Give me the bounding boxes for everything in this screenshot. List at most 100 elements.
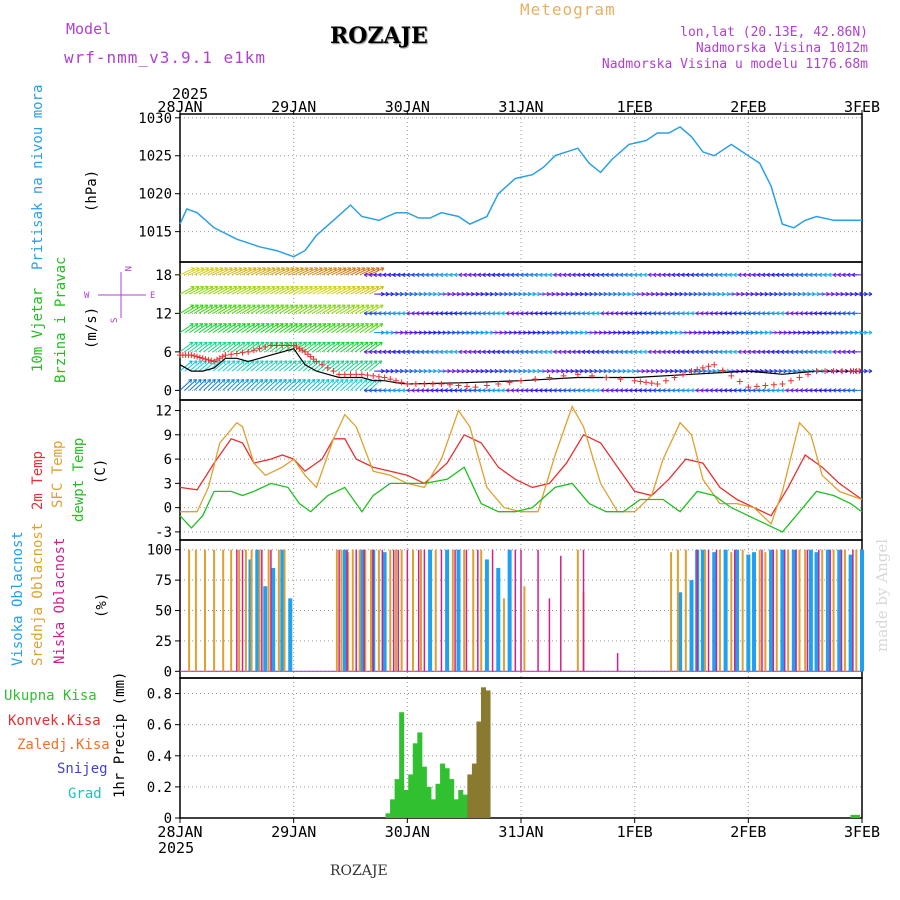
elevation-text: Nadmorska Visina 1012m	[695, 41, 868, 56]
precip-legend-frz: Zaledj.Kisa	[17, 737, 110, 753]
wind-arrow-head	[369, 323, 374, 328]
wind-arrow-head	[785, 311, 789, 316]
wind-arrow	[264, 304, 280, 314]
wind-arrow-head	[510, 388, 515, 393]
wind-arrow-head	[676, 272, 681, 278]
wind-arrow-head	[444, 349, 448, 355]
wind-arrow-head	[572, 311, 576, 316]
precip-bar	[462, 794, 468, 818]
wind-arrow-head	[278, 360, 283, 365]
wind-arrow-head	[449, 272, 453, 278]
wind-arrow-head	[813, 272, 818, 278]
wind-arrow-head	[241, 341, 246, 346]
wind-arrow-head	[368, 388, 373, 393]
wind-arrow-head	[818, 349, 823, 355]
wind-arrow-head	[340, 360, 345, 365]
wind-arrow-head	[368, 349, 373, 355]
wind-arrow	[359, 304, 374, 314]
gust-marker	[398, 379, 405, 386]
gust-marker	[654, 380, 661, 387]
gust-marker	[381, 374, 388, 381]
cloud-low-bar	[236, 549, 238, 672]
wind-arrow-head	[318, 285, 323, 290]
year-label-bottom: 2025	[158, 839, 194, 857]
cloud-mid-bar	[480, 549, 483, 672]
wind-arrow-head	[198, 360, 203, 365]
wind-arrow-head	[714, 349, 718, 355]
cloud-high-bar	[752, 552, 757, 672]
gust-marker	[796, 374, 803, 381]
wind-arrow-head	[624, 272, 628, 278]
gust-marker	[839, 368, 846, 375]
wind-arrow-head	[345, 360, 350, 365]
wind-arrow	[255, 267, 271, 276]
time-tick-label-top: 29JAN	[271, 98, 316, 116]
wind-arrow	[189, 341, 203, 353]
wind-arrow-head	[434, 388, 439, 393]
cloud-low-bar	[616, 653, 619, 672]
wind-arrow-head	[506, 272, 510, 278]
gust-marker	[560, 372, 567, 379]
wind-arrow	[279, 360, 293, 372]
wind-arrow-head	[747, 311, 752, 316]
precip-bar	[435, 783, 441, 818]
wind-arrow-head	[265, 341, 270, 346]
wind-arrow-head	[572, 349, 576, 355]
wind-arrow	[359, 267, 375, 276]
wind-arrow-head	[273, 360, 278, 365]
wind-arrow-head	[256, 285, 261, 290]
gust-marker	[736, 378, 743, 385]
wind-arrow-head	[624, 311, 628, 316]
wind-arrow-head	[842, 349, 846, 355]
wind-arrow-head	[373, 311, 377, 316]
wind-arrow	[236, 323, 251, 334]
wind-arrow-head	[648, 388, 652, 393]
wind-arrow-head	[406, 311, 411, 316]
wind-arrow-head	[370, 285, 375, 290]
wind-arrow-head	[373, 341, 378, 346]
gust-marker	[319, 361, 326, 368]
wind-arrow-head	[652, 388, 657, 393]
wind-arrow-head	[270, 304, 275, 309]
wind-arrow-head	[562, 272, 567, 278]
wind-arrow-head	[203, 341, 208, 346]
wind-arrow-head	[482, 349, 486, 355]
wind-arrow	[364, 360, 378, 372]
cloud-mid-label: Srednja Oblacnost	[30, 523, 46, 666]
wind-arrow-head	[757, 349, 761, 355]
wind-arrow	[293, 323, 308, 334]
gust-marker	[202, 356, 209, 363]
wind-arrow	[217, 360, 231, 372]
wind-arrow-head	[312, 323, 317, 328]
wind-arrow	[198, 360, 212, 372]
wind-arrow-head	[392, 349, 396, 355]
wind-arrow-head	[463, 272, 467, 278]
cloud-high-bar	[271, 567, 276, 672]
wind-arrow-head	[851, 272, 856, 278]
wind-arrow-head	[496, 272, 501, 278]
wind-arrow-head	[600, 311, 605, 316]
cloud-high-bar	[359, 549, 364, 672]
wind-arrow	[279, 304, 294, 314]
wind-arrow-head	[247, 285, 252, 290]
wind-arrow-head	[591, 311, 595, 316]
wind-arrow	[264, 341, 279, 353]
wind-arrow-head	[355, 323, 360, 328]
wind-arrow-head	[775, 388, 780, 393]
wind-arrow-head	[652, 349, 657, 355]
wind-arrow-head	[231, 360, 236, 365]
cloud-low-bar	[707, 549, 710, 672]
wind-arrow-head	[294, 285, 299, 290]
gust-marker	[518, 377, 524, 384]
cloud-low-bar	[491, 549, 494, 672]
wind-arrow-head	[416, 388, 420, 393]
wind-arrow-head	[313, 304, 318, 309]
wind-ytick-label: 0	[164, 383, 172, 399]
gust-marker	[245, 348, 252, 355]
gust-marker	[199, 355, 206, 362]
wind-arrow-head	[482, 272, 486, 278]
wind-arrow	[198, 304, 213, 314]
wind-arrow-head	[487, 272, 491, 278]
footer-station: ROZAJE	[330, 863, 388, 879]
